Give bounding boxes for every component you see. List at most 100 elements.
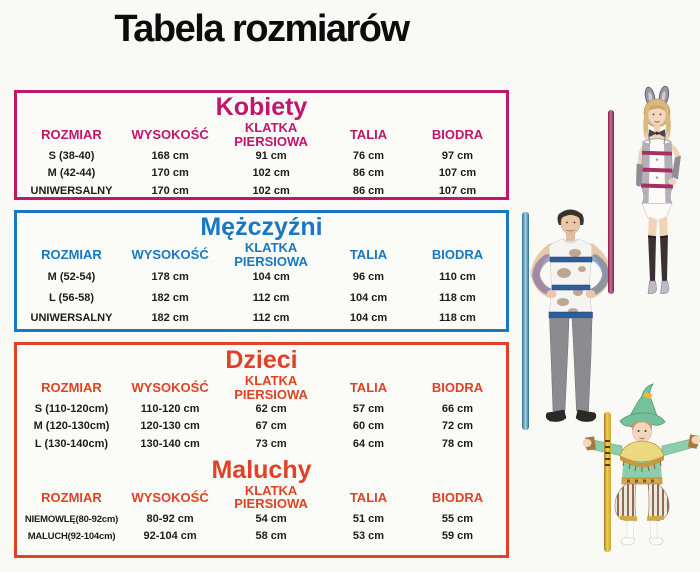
size-cell: 118 cm <box>439 311 476 324</box>
table-row: S (38-40) 168 cm 91 cm 76 cm 97 cm <box>21 148 502 165</box>
row-label: S (110-120cm) <box>34 402 109 415</box>
size-cell: 170 cm <box>151 184 189 197</box>
size-cell: 66 cm <box>441 402 474 415</box>
table-row: L (56-58) 182 cm 112 cm 104 cm 118 cm <box>21 288 502 308</box>
women-header-row: ROZMIAR WYSOKOŚĆ KLATKA PIERSIOWA TALIA … <box>21 121 502 148</box>
man-costume-figure <box>530 209 612 422</box>
section-title-women: Kobiety <box>215 93 308 121</box>
col-header-rozmiar: ROZMIAR <box>41 246 102 262</box>
row-label: L (56-58) <box>48 291 95 304</box>
size-cell: 102 cm <box>252 184 290 197</box>
size-cell: 60 cm <box>352 420 385 433</box>
col-header-klatka: KLATKA PIERSIOWA <box>234 240 308 269</box>
size-cell: 67 cm <box>255 420 287 433</box>
col-header-rozmiar: ROZMIAR <box>41 489 102 505</box>
size-cell: 54 cm <box>255 512 287 525</box>
table-row: NIEMOWLĘ(80-92cm) 80-92 cm 54 cm 51 cm 5… <box>21 511 502 528</box>
col-header-talia: TALIA <box>349 126 388 142</box>
table-row: M (120-130cm) 120-130 cm 67 cm 60 cm 72 … <box>21 418 502 435</box>
child-costume-figure <box>582 383 700 546</box>
col-header-biodra: BIODRA <box>431 489 484 505</box>
row-label: UNIWERSALNY <box>30 184 113 197</box>
table-row: M (52-54) 178 cm 104 cm 96 cm 110 cm <box>21 268 502 288</box>
size-cell: 86 cm <box>352 184 385 197</box>
size-cell: 57 cm <box>352 402 385 415</box>
measurement-bands <box>548 256 593 319</box>
woman-costume-figure <box>636 86 681 294</box>
table-row: UNIWERSALNY 170 cm 102 cm 86 cm 107 cm <box>21 183 502 200</box>
col-header-rozmiar: ROZMIAR <box>41 126 102 142</box>
size-cell: 59 cm <box>441 530 474 543</box>
kids-header-row: ROZMIAR WYSOKOŚĆ KLATKA PIERSIOWA TALIA … <box>21 374 502 401</box>
size-cell: 178 cm <box>151 271 189 284</box>
size-cell: 110 cm <box>439 271 476 284</box>
section-title-kids: Dzieci <box>225 346 298 374</box>
row-label: MALUCH(92-104cm) <box>27 530 116 542</box>
yellow-measuring-stick-icon <box>604 412 611 552</box>
wizard-hat-icon <box>628 383 658 419</box>
size-cell: 130-140 cm <box>140 437 200 450</box>
col-header-wysokosc: WYSOKOŚĆ <box>131 379 209 395</box>
size-cell: 73 cm <box>255 437 287 450</box>
col-header-biodra: BIODRA <box>431 379 484 395</box>
size-cell: 107 cm <box>438 167 477 180</box>
size-cell: 170 cm <box>151 167 189 180</box>
row-label: UNIWERSALNY <box>30 311 113 324</box>
size-cell: 86 cm <box>352 167 385 180</box>
table-row: MALUCH(92-104cm) 92-104 cm 58 cm 53 cm 5… <box>21 528 502 545</box>
size-cell: 102 cm <box>252 167 290 180</box>
col-header-biodra: BIODRA <box>431 126 484 142</box>
stick-tick-marks <box>605 436 610 470</box>
table-row: M (42-44) 170 cm 102 cm 86 cm 107 cm <box>21 165 502 182</box>
blue-measuring-stick-icon <box>522 212 529 430</box>
size-cell: 64 cm <box>352 437 385 450</box>
col-header-rozmiar: ROZMIAR <box>41 379 102 395</box>
row-label: L (130-140cm) <box>34 437 109 450</box>
row-label: NIEMOWLĘ(80-92cm) <box>24 513 119 525</box>
size-cell: 168 cm <box>151 149 189 162</box>
col-header-wysokosc: WYSOKOŚĆ <box>131 246 209 262</box>
section-title-men: Mężczyźni <box>200 213 323 241</box>
table-row: L (130-140cm) 130-140 cm 73 cm 64 cm 78 … <box>21 436 502 453</box>
size-cell: 104 cm <box>349 291 388 304</box>
col-header-talia: TALIA <box>349 489 388 505</box>
col-header-wysokosc: WYSOKOŚĆ <box>131 489 209 505</box>
col-header-wysokosc: WYSOKOŚĆ <box>131 126 209 142</box>
row-label: M (120-130cm) <box>33 420 110 433</box>
women-size-table: Kobiety ROZMIAR WYSOKOŚĆ KLATKA PIERSIOW… <box>14 90 509 200</box>
pink-measuring-stick-icon <box>608 110 614 294</box>
col-header-klatka: KLATKA PIERSIOWA <box>234 483 308 512</box>
section-title-toddlers: Maluchy <box>211 455 312 484</box>
costume-collar <box>619 440 665 463</box>
table-row: S (110-120cm) 110-120 cm 62 cm 57 cm 66 … <box>21 401 502 418</box>
size-cell: 118 cm <box>439 291 476 304</box>
table-row: UNIWERSALNY 182 cm 112 cm 104 cm 118 cm <box>21 308 502 328</box>
toddlers-header-row: ROZMIAR WYSOKOŚĆ KLATKA PIERSIOWA TALIA … <box>21 484 502 511</box>
size-cell: 97 cm <box>441 149 474 162</box>
col-header-klatka: KLATKA PIERSIOWA <box>234 120 308 149</box>
size-cell: 72 cm <box>441 420 474 433</box>
page-title: Tabela rozmiarów <box>114 8 410 50</box>
size-cell: 53 cm <box>352 530 385 543</box>
size-cell: 55 cm <box>441 512 474 525</box>
size-cell: 58 cm <box>255 530 287 543</box>
men-header-row: ROZMIAR WYSOKOŚĆ KLATKA PIERSIOWA TALIA … <box>21 241 502 268</box>
size-cell: 80-92 cm <box>146 512 194 525</box>
size-cell: 112 cm <box>252 291 290 304</box>
col-header-klatka: KLATKA PIERSIOWA <box>234 373 308 402</box>
col-header-biodra: BIODRA <box>431 246 484 262</box>
size-cell: 182 cm <box>151 291 189 304</box>
row-label: M (42-44) <box>47 167 96 180</box>
size-cell: 91 cm <box>255 149 287 162</box>
size-cell: 96 cm <box>352 271 385 284</box>
size-cell: 104 cm <box>349 311 388 324</box>
costume-belt <box>621 477 663 485</box>
size-cell: 107 cm <box>438 184 477 197</box>
col-header-talia: TALIA <box>349 379 388 395</box>
size-cell: 78 cm <box>441 437 474 450</box>
size-cell: 92-104 cm <box>143 530 197 543</box>
size-cell: 110-120 cm <box>140 402 200 415</box>
size-cell: 120-130 cm <box>140 420 200 433</box>
size-cell: 51 cm <box>352 512 385 525</box>
